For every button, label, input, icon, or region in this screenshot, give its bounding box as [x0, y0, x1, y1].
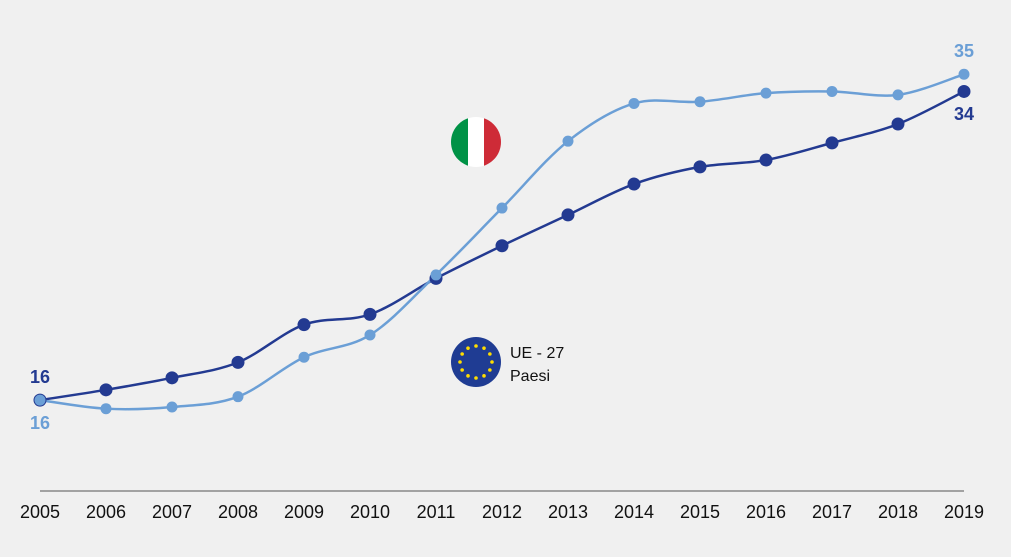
point — [562, 135, 574, 147]
point — [495, 239, 509, 253]
point — [232, 391, 244, 403]
data-label: 35 — [954, 41, 974, 61]
point — [760, 87, 772, 99]
x-tick-label: 2014 — [614, 502, 654, 522]
italy-flag — [451, 117, 501, 167]
x-tick-label: 2007 — [152, 502, 192, 522]
point — [694, 96, 706, 108]
point — [364, 329, 376, 341]
data-label: 16 — [30, 413, 50, 433]
x-tick-label: 2008 — [218, 502, 258, 522]
point — [297, 318, 311, 332]
point — [957, 84, 971, 98]
star — [490, 360, 494, 364]
point — [958, 68, 970, 80]
point — [693, 160, 707, 174]
x-tick-label: 2015 — [680, 502, 720, 522]
point — [298, 351, 310, 363]
star — [488, 352, 492, 356]
star — [488, 368, 492, 372]
star — [474, 376, 478, 380]
point — [628, 97, 640, 109]
star — [460, 352, 464, 356]
point — [759, 153, 773, 167]
x-tick-label: 2013 — [548, 502, 588, 522]
point — [891, 117, 905, 131]
x-tick-label: 2018 — [878, 502, 918, 522]
point — [34, 394, 46, 406]
point — [892, 89, 904, 101]
x-tick-label: 2017 — [812, 502, 852, 522]
x-tick-label: 2010 — [350, 502, 390, 522]
point — [99, 383, 113, 397]
star — [482, 346, 486, 350]
x-tick-label: 2016 — [746, 502, 786, 522]
legend-label: UE - 27 Paesi — [510, 345, 565, 385]
star — [460, 368, 464, 372]
x-tick-label: 2009 — [284, 502, 324, 522]
star — [482, 374, 486, 378]
star — [458, 360, 462, 364]
data-label: 16 — [30, 367, 50, 387]
star — [466, 346, 470, 350]
point — [826, 85, 838, 97]
point — [496, 202, 508, 214]
x-tick-label: 2006 — [86, 502, 126, 522]
point — [561, 208, 575, 222]
x-tick-label: 2011 — [417, 502, 456, 522]
point — [166, 401, 178, 413]
point — [231, 355, 245, 369]
eu-flag — [451, 337, 501, 387]
x-tick-label: 2005 — [20, 502, 60, 522]
point — [100, 403, 112, 415]
star — [474, 344, 478, 348]
point — [165, 371, 179, 385]
point — [627, 177, 641, 191]
point — [430, 269, 442, 281]
point — [825, 136, 839, 150]
x-tick-label: 2019 — [944, 502, 984, 522]
star — [466, 374, 470, 378]
point — [363, 307, 377, 321]
data-label: 34 — [954, 104, 974, 124]
x-tick-label: 2012 — [482, 502, 522, 522]
